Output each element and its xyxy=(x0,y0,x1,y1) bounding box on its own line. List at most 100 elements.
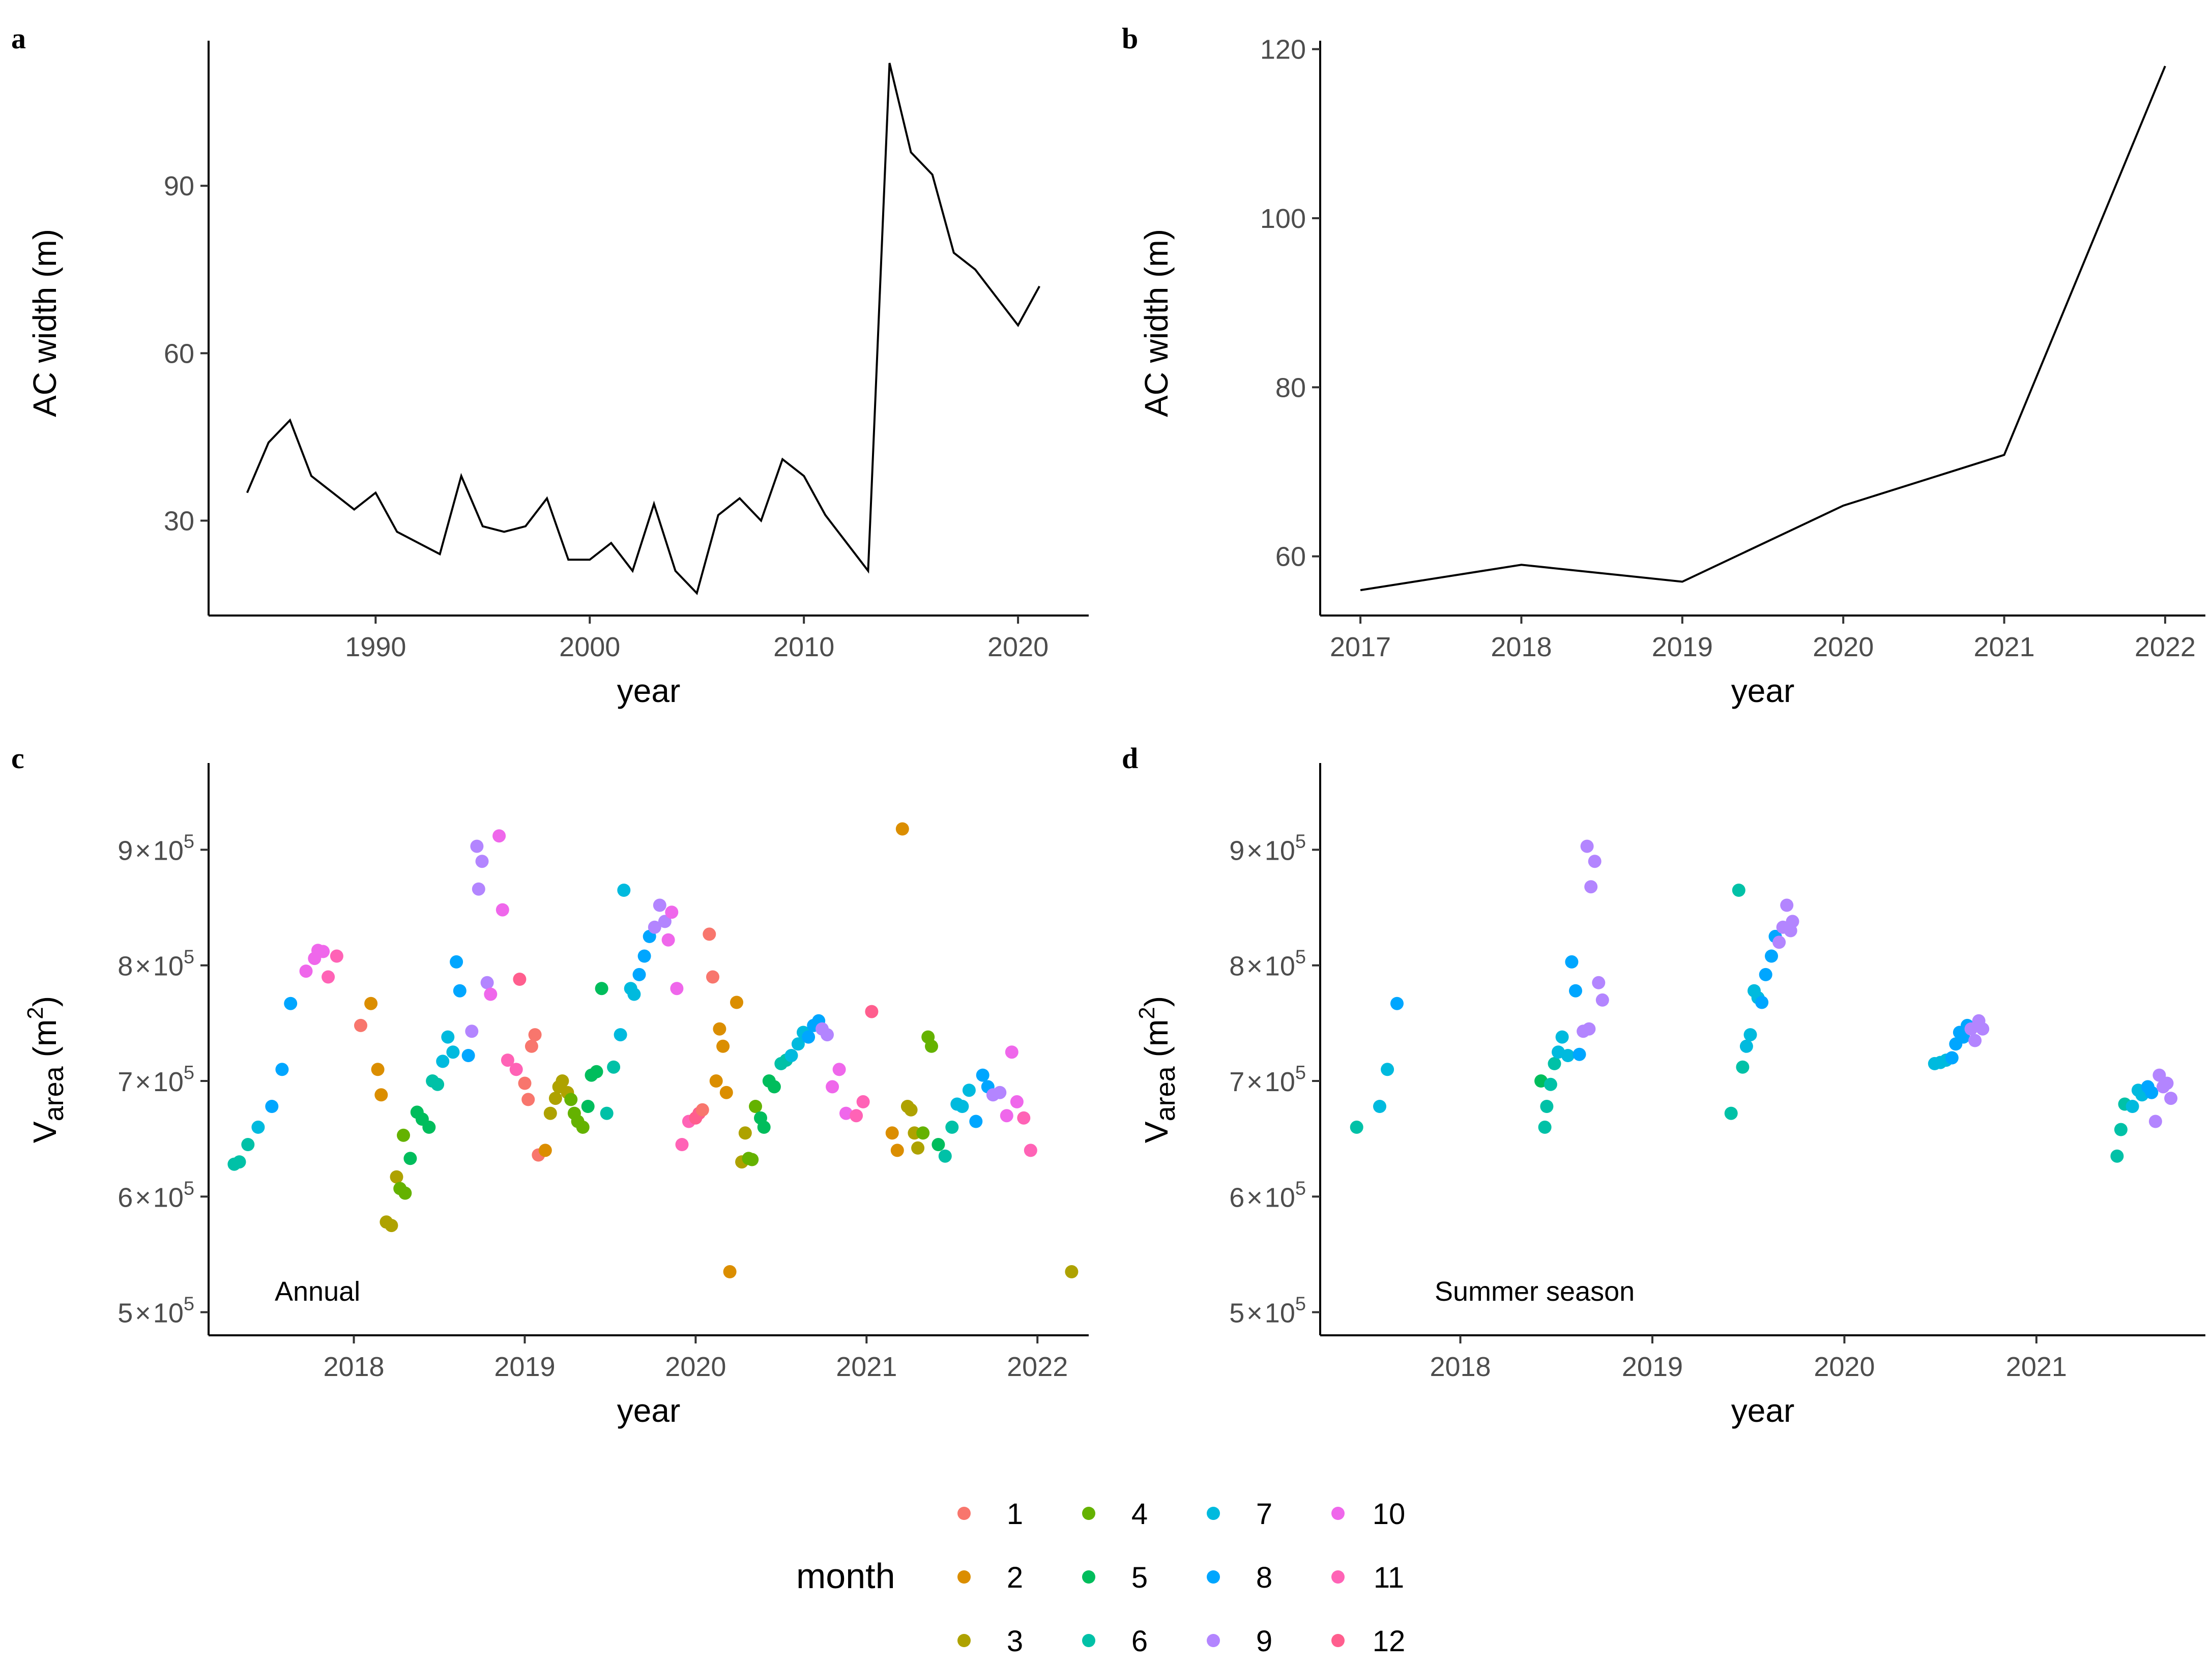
data-point xyxy=(543,1106,557,1120)
y-tick-label: 8×105 xyxy=(118,947,194,982)
data-point xyxy=(330,949,343,963)
data-point xyxy=(548,1092,562,1105)
y-tick-label: 9×105 xyxy=(1229,831,1306,866)
data-point xyxy=(709,1074,723,1088)
data-point xyxy=(695,1103,709,1117)
data-point xyxy=(397,1128,410,1142)
legend-key-4 xyxy=(1082,1507,1095,1520)
x-tick-label: 2000 xyxy=(559,632,620,662)
y-tick-label: 8×105 xyxy=(1229,947,1306,982)
y-tick-times: × xyxy=(135,835,151,866)
y-tick-exponent: 5 xyxy=(184,1178,194,1199)
data-point xyxy=(938,1149,952,1163)
data-point xyxy=(265,1100,279,1113)
data-point xyxy=(441,1030,455,1044)
data-point xyxy=(472,882,485,896)
data-point xyxy=(1755,996,1769,1009)
data-point xyxy=(453,984,467,998)
data-point xyxy=(802,1030,816,1044)
y-tick-label: 5×105 xyxy=(1229,1294,1306,1329)
data-point xyxy=(749,1100,762,1113)
x-tick-label: 2020 xyxy=(1813,632,1874,662)
panel-label: d xyxy=(1122,742,1138,775)
data-point xyxy=(538,1144,552,1157)
legend-key-6 xyxy=(1082,1634,1095,1647)
x-tick-label: 2021 xyxy=(1973,632,2034,662)
y-tick-label: 30 xyxy=(164,506,194,536)
data-point xyxy=(757,1120,771,1134)
y-tick-mantissa: 7 xyxy=(118,1067,133,1097)
y-tick-label: 9×105 xyxy=(118,831,194,866)
legend-key-10 xyxy=(1331,1507,1345,1520)
y-axis-title-unit-exponent: 2 xyxy=(23,1007,48,1019)
y-tick-label: 7×105 xyxy=(118,1062,194,1097)
y-axis-title-unit: (m xyxy=(1138,1019,1175,1058)
y-tick-exponent: 5 xyxy=(184,831,194,852)
y-axis-title-unit-close: ) xyxy=(1138,996,1175,1007)
data-point xyxy=(2110,1149,2124,1163)
data-point xyxy=(390,1170,403,1184)
data-point xyxy=(648,920,661,934)
data-point xyxy=(653,898,666,912)
data-point xyxy=(496,903,509,917)
data-point xyxy=(299,964,313,978)
data-point xyxy=(1381,1063,1394,1076)
data-point xyxy=(364,997,378,1010)
data-point xyxy=(1555,1030,1569,1044)
data-point xyxy=(2164,1092,2178,1105)
legend-label: 6 xyxy=(1131,1625,1148,1658)
data-point xyxy=(576,1120,590,1134)
data-point xyxy=(509,1063,523,1076)
y-tick-exponent: 5 xyxy=(1295,1062,1306,1084)
data-point xyxy=(826,1080,839,1094)
data-point xyxy=(595,982,608,996)
y-tick-exponent: 5 xyxy=(184,1062,194,1084)
data-point xyxy=(993,1086,1007,1099)
y-tick-exponent: 5 xyxy=(184,1294,194,1315)
data-point xyxy=(745,1153,759,1166)
y-tick-times: × xyxy=(1246,835,1263,866)
data-point xyxy=(1024,1144,1037,1157)
data-point xyxy=(371,1063,385,1076)
data-point xyxy=(1976,1022,1990,1036)
y-axis-title-main: V xyxy=(26,1121,63,1143)
data-point xyxy=(564,1093,578,1106)
legend-key-1 xyxy=(957,1507,971,1520)
data-point xyxy=(2126,1100,2139,1113)
legend-label: 11 xyxy=(1374,1561,1404,1594)
data-point xyxy=(581,1100,595,1113)
data-point xyxy=(480,976,494,989)
data-point xyxy=(916,1126,930,1140)
y-tick-times: × xyxy=(135,1298,151,1329)
y-tick-label: 6×105 xyxy=(1229,1178,1306,1213)
data-point xyxy=(713,1022,726,1036)
legend-key-9 xyxy=(1207,1634,1220,1647)
y-axis-title-subscript: area xyxy=(39,1066,69,1121)
data-point xyxy=(374,1088,388,1102)
data-point xyxy=(904,1103,918,1117)
y-tick-exponent: 5 xyxy=(184,947,194,968)
data-point xyxy=(1390,997,1404,1010)
y-tick-base: 10 xyxy=(1265,835,1295,866)
legend-label: 8 xyxy=(1256,1561,1272,1594)
y-tick-base: 10 xyxy=(1265,1182,1295,1213)
data-point xyxy=(911,1141,925,1155)
data-point xyxy=(316,945,330,958)
x-tick-label: 2019 xyxy=(1652,632,1713,662)
data-point xyxy=(856,1095,870,1108)
legend-key-3 xyxy=(957,1634,971,1647)
legend-label: 12 xyxy=(1373,1625,1406,1658)
data-point xyxy=(1724,1106,1738,1120)
data-point xyxy=(1584,880,1598,894)
y-axis-title-unit-exponent: 2 xyxy=(1134,1007,1159,1019)
data-point xyxy=(2114,1123,2128,1136)
data-point xyxy=(322,970,335,984)
y-axis-title: Varea (m2) xyxy=(1134,996,1181,1143)
y-axis-title: AC width (m) xyxy=(26,229,63,417)
data-point xyxy=(617,884,631,897)
y-tick-label: 90 xyxy=(164,171,194,201)
y-tick-base: 10 xyxy=(153,1067,184,1097)
data-point xyxy=(1580,839,1594,853)
legend-key-2 xyxy=(957,1570,971,1584)
